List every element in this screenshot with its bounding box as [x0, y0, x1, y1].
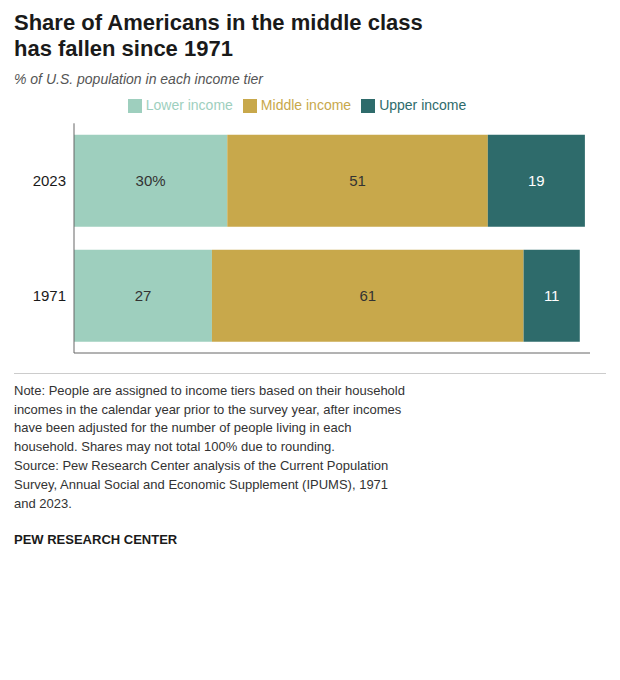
svg-text:51: 51: [349, 172, 366, 189]
html-text:Share of Americans in the midd: Share of Americans in the middle class h…: [14, 10, 423, 62]
html-text:PEW RESEARCH CENTER: PEW RESEARCH CENTER: [14, 531, 178, 547]
html-text:% of U.S. population in each i: % of U.S. population in each income tier: [14, 70, 263, 87]
html-text:Source: Pew Research Center an: Source: Pew Research Center analysis of …: [14, 458, 389, 474]
svg-text:11: 11: [544, 287, 560, 304]
html-text:Survey, Annual Social and Econ: Survey, Annual Social and Economic Suppl…: [14, 477, 389, 492]
svg-text:1971: 1971: [33, 287, 66, 304]
html-text:Middle income: Middle income: [260, 96, 352, 113]
html-text:Note: People are assigned to i: Note: People are assigned to income tier…: [14, 382, 405, 398]
svg-text:30%: 30%: [136, 172, 166, 189]
svg-text:19: 19: [528, 172, 545, 189]
html-text:and 2023.: and 2023.: [14, 495, 72, 511]
svg-text:2023: 2023: [33, 172, 66, 189]
html-text:have been adjusted for the num: have been adjusted for the number of peo…: [14, 420, 352, 436]
svg-text:27: 27: [135, 287, 152, 304]
html-text:Lower income: Lower income: [145, 96, 233, 113]
html-text:Upper income: Upper income: [379, 96, 467, 113]
html-text:household. Shares may not tota: household. Shares may not total 100% due…: [14, 439, 335, 455]
svg-text:61: 61: [359, 287, 376, 304]
html-text:incomes in the calendar year p: incomes in the calendar year prior to th…: [14, 401, 402, 417]
